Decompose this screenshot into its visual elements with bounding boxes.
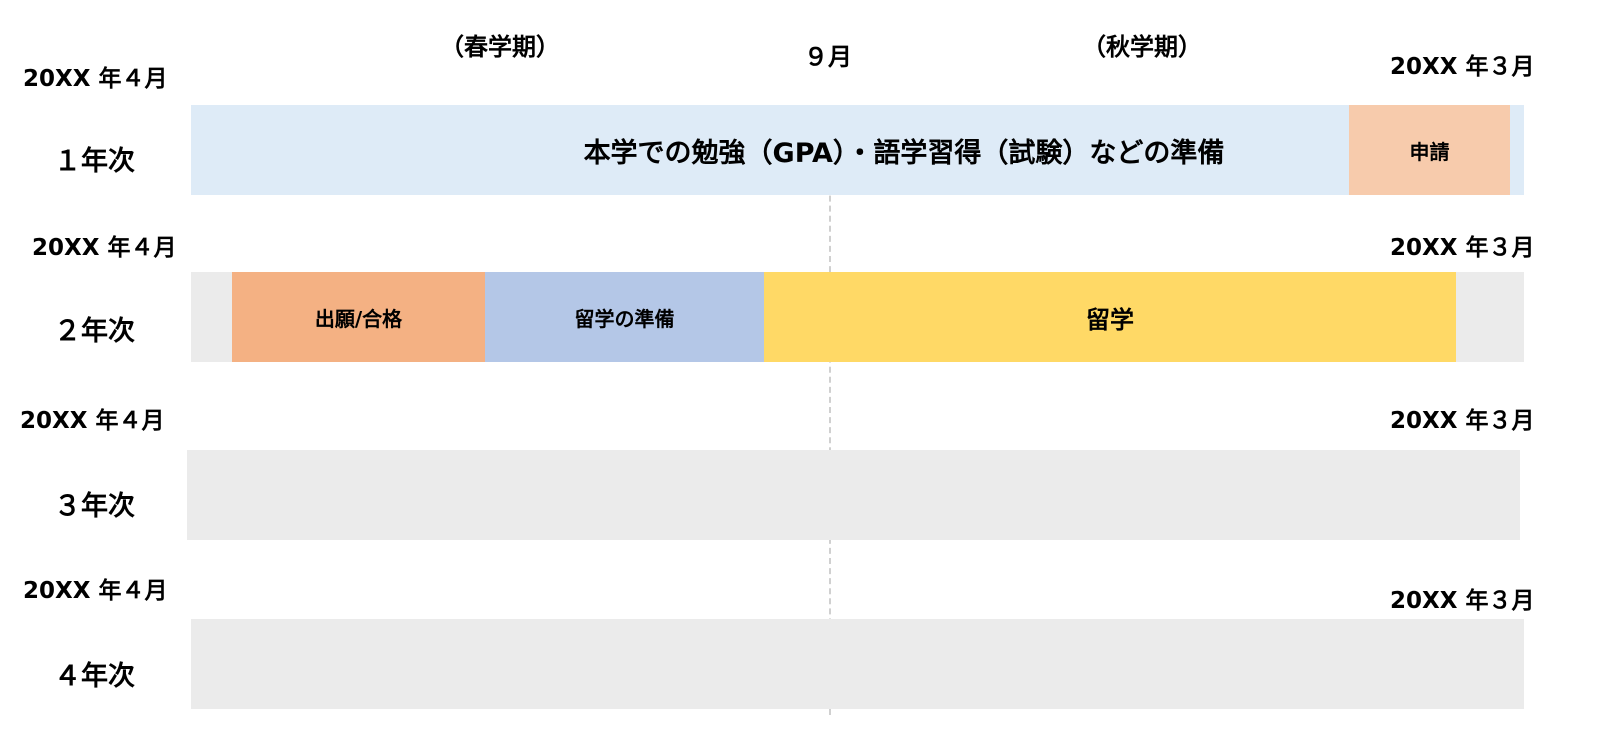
year2-study-abroad-prep-label: 留学の準備 bbox=[574, 306, 675, 331]
year2-application-result-label: 出願/合格 bbox=[314, 306, 403, 331]
year2-study-abroad-prep-segment: 留学の準備 bbox=[485, 272, 764, 362]
year1-application-label: 申請 bbox=[1409, 139, 1450, 164]
year1-study-prep-label: 本学での勉強（GPA）・語学習得（試験）などの準備 bbox=[583, 137, 1225, 169]
year2-start-date: 20XX 年４月 bbox=[32, 235, 177, 261]
year1-label: １年次 bbox=[54, 146, 135, 177]
year2-application-result-segment: 出願/合格 bbox=[232, 272, 485, 362]
spring-term-label: （春学期） bbox=[440, 33, 560, 61]
year3-end-date: 20XX 年３月 bbox=[1390, 408, 1535, 434]
september-divider bbox=[829, 105, 831, 715]
year2-label: ２年次 bbox=[54, 316, 135, 347]
year4-start-date: 20XX 年４月 bbox=[23, 578, 168, 604]
year4-label: ４年次 bbox=[54, 661, 135, 692]
year1-start-date: 20XX 年４月 bbox=[23, 66, 168, 92]
year2-study-abroad-segment: 留学 bbox=[764, 272, 1456, 362]
year2-study-abroad-label: 留学 bbox=[1086, 305, 1134, 334]
year2-track: 出願/合格 留学の準備 留学 bbox=[191, 272, 1524, 362]
year3-track bbox=[187, 450, 1520, 540]
september-label: ９月 bbox=[804, 43, 852, 71]
fall-term-label: （秋学期） bbox=[1082, 33, 1202, 61]
year4-end-date: 20XX 年３月 bbox=[1390, 588, 1535, 614]
year1-application-segment: 申請 bbox=[1349, 105, 1510, 195]
year4-track bbox=[191, 619, 1524, 709]
year3-start-date: 20XX 年４月 bbox=[20, 408, 165, 434]
year1-track: 本学での勉強（GPA）・語学習得（試験）などの準備 申請 bbox=[191, 105, 1524, 195]
year3-label: ３年次 bbox=[54, 491, 135, 522]
year2-end-date: 20XX 年３月 bbox=[1390, 235, 1535, 261]
year1-end-date: 20XX 年３月 bbox=[1390, 54, 1535, 80]
year1-study-prep-segment: 本学での勉強（GPA）・語学習得（試験）などの準備 bbox=[191, 105, 1349, 195]
